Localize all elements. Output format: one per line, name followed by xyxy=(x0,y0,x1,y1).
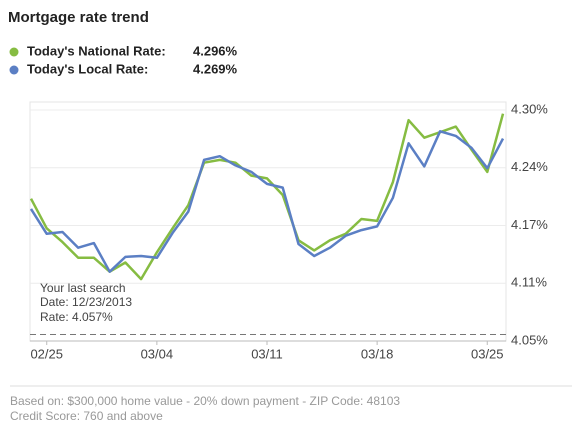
chart-title: Mortgage rate trend xyxy=(8,9,149,26)
y-tick-label: 4.30% xyxy=(511,101,548,116)
legend-label: Today's National Rate: xyxy=(27,43,166,58)
y-tick-label: 4.05% xyxy=(511,332,548,347)
legend-swatch xyxy=(9,65,19,75)
legend-value: 4.296% xyxy=(193,43,238,58)
annotation: Your last search xyxy=(40,281,126,295)
x-tick-label: 03/11 xyxy=(251,346,283,361)
x-tick-label: 02/25 xyxy=(30,346,63,361)
series-line xyxy=(29,113,505,281)
annotation: Date: 12/23/2013 xyxy=(40,295,132,309)
footer-line: Based on: $300,000 home value - 20% down… xyxy=(10,394,400,408)
legend-label: Today's Local Rate: xyxy=(27,61,148,76)
y-tick-label: 4.11% xyxy=(511,275,547,290)
y-tick-label: 4.17% xyxy=(511,217,548,232)
legend-swatch xyxy=(9,47,19,57)
series-line xyxy=(29,130,505,273)
x-tick-label: 03/18 xyxy=(361,346,394,361)
x-tick-label: 03/25 xyxy=(471,346,504,361)
annotation: Rate: 4.057% xyxy=(40,310,113,324)
y-tick-label: 4.24% xyxy=(511,159,548,174)
x-tick-label: 03/04 xyxy=(141,346,174,361)
legend-value: 4.269% xyxy=(193,61,238,76)
footer-line: Credit Score: 760 and above xyxy=(10,409,163,423)
